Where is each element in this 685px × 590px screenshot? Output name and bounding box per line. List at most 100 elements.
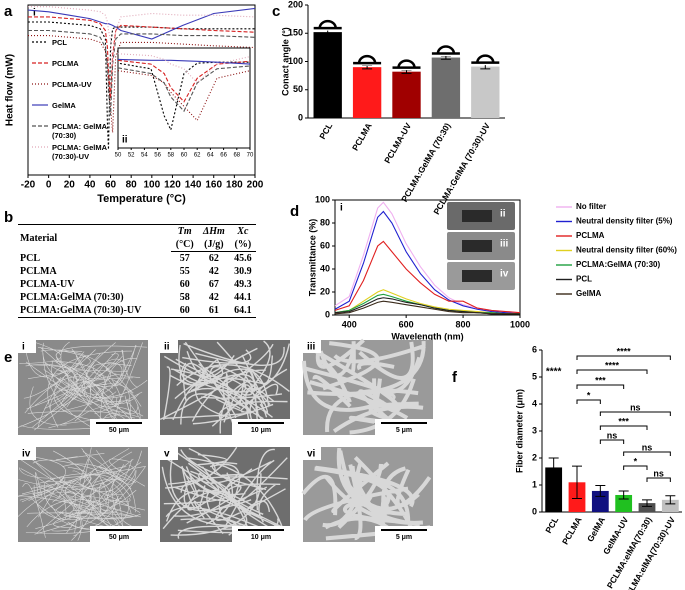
legend-label: GelMA [52, 101, 76, 110]
data-line [118, 65, 250, 113]
legend-label: PCL [576, 275, 592, 284]
image-label: ii [164, 342, 170, 353]
inset-frame [117, 47, 251, 149]
table-cell: 58 [179, 292, 190, 303]
inset-tick-label: 50 [115, 153, 122, 159]
significance: * [634, 456, 638, 466]
inset-tick-label: 54 [141, 153, 148, 159]
image-label: i [22, 342, 25, 353]
x-tick-label: 120 [164, 180, 181, 191]
legend-label: PCLMA: GelMA (70:30) [52, 122, 107, 140]
droplet-icon [392, 59, 421, 69]
significance-bracket [599, 425, 648, 430]
error-bar [618, 490, 629, 500]
significance: *** [618, 416, 629, 426]
y-tick-label: 200 [288, 0, 303, 9]
table-cell: PCLMA:GelMA (70:30) [20, 292, 124, 303]
y-tick-label: 0 [532, 506, 537, 516]
x-tick-label: 180 [226, 180, 243, 191]
scale-label: 5 μm [396, 534, 412, 541]
y-tick-label: 150 [288, 28, 303, 38]
legend-label: PCLMA: GelMA (70:30)-UV [52, 143, 107, 161]
legend-label: PCLMA-UV [52, 80, 92, 89]
legend-label: PCLMA:GelMA (70:30) [576, 260, 660, 269]
table-unit: (%) [229, 238, 256, 252]
droplet-icon [431, 45, 460, 55]
significance: ns [642, 442, 653, 452]
panel-letter: d [290, 203, 299, 220]
error-bar [572, 465, 582, 499]
legend-label: Neutral density filter (5%) [576, 217, 673, 226]
significance: *** [595, 375, 606, 385]
bar [661, 499, 679, 512]
y-tick-label: 0 [325, 309, 330, 319]
y-tick-label: 60 [320, 240, 330, 250]
data-line [334, 300, 520, 315]
photo-device [462, 270, 492, 282]
label-box [160, 340, 178, 353]
table-cell: 30.9 [234, 266, 252, 277]
significance-bracket [623, 451, 671, 456]
table-cell: 64.1 [229, 304, 256, 318]
inset-tick-label: 58 [167, 153, 174, 159]
table-unit: (J/g) [198, 238, 230, 252]
x-tick-label: 800 [456, 319, 471, 329]
table-cell: 57 [179, 253, 190, 264]
y-tick-label: 50 [293, 84, 303, 94]
significance-bracket [576, 384, 625, 389]
scale-label: 50 μm [109, 534, 129, 541]
data-line [118, 61, 250, 132]
plot-frame [334, 199, 521, 316]
image-label: iv [22, 449, 31, 460]
legend-label: Neutral density filter (60%) [576, 246, 677, 255]
significance: **** [605, 360, 620, 370]
table-header: ΔHm [198, 224, 230, 238]
table-cell: 62 [208, 253, 219, 264]
inset-tick-label: 60 [181, 153, 188, 159]
table-header: Xc [229, 224, 256, 238]
data-line [28, 6, 256, 65]
photo-label: ii [500, 209, 506, 220]
error-bar [595, 485, 606, 497]
droplet-icon [313, 19, 342, 30]
x-tick-label: 600 [399, 319, 414, 329]
table-header: Tm [171, 224, 199, 238]
significance: ns [607, 430, 618, 440]
x-tick-label: PCLMA [560, 515, 584, 546]
data-line [118, 70, 250, 122]
sem-fibers [304, 340, 425, 432]
bar [471, 66, 500, 118]
data-line [334, 240, 521, 314]
bar [352, 67, 382, 118]
scale-label: 10 μm [251, 534, 271, 541]
x-tick-label: PCLMA-UV [382, 121, 413, 165]
scale-label: 10 μm [251, 427, 271, 434]
table-cell: 60 [179, 279, 190, 290]
inset-tick-label: 52 [128, 153, 135, 159]
panel-letter: a [4, 3, 13, 20]
legend-label: No filter [576, 202, 606, 211]
legend-label: PCL [52, 38, 67, 47]
x-tick-label: PCLMA [350, 121, 374, 152]
y-tick-label: 5 [532, 371, 537, 381]
y-axis-title: Conact angle (°) [280, 27, 290, 96]
bar [392, 71, 421, 118]
data-line [28, 35, 256, 133]
significance-bracket [599, 411, 671, 416]
thermal-table: Material Tm ΔHm Xc (°C) (J/g) (%) PCL 57 6… [18, 224, 256, 318]
panel-letter: b [4, 209, 13, 226]
x-tick-label: 0 [46, 180, 52, 191]
image-label: vi [307, 449, 316, 460]
table-cell: 49.3 [234, 279, 252, 290]
label-box [160, 447, 178, 460]
bar [545, 467, 563, 512]
sem-fibers [162, 447, 290, 541]
droplet-icon [471, 54, 500, 64]
bar [431, 57, 461, 118]
inset-tick-label: 56 [154, 153, 161, 159]
data-line [118, 59, 250, 103]
table-cell: 42 [208, 266, 219, 277]
error-bar [548, 457, 559, 478]
y-tick-label: 80 [320, 217, 330, 227]
